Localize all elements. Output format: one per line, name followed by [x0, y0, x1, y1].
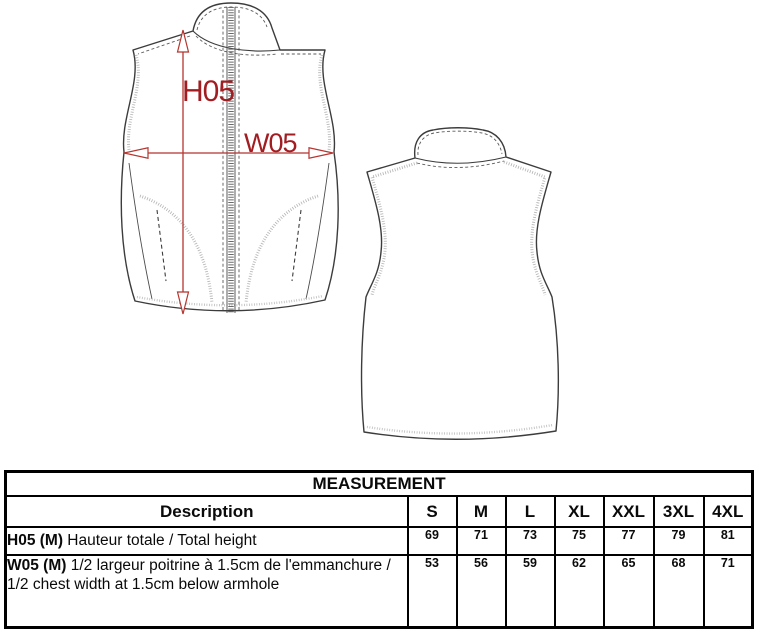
measurement-value: 79: [652, 526, 705, 556]
measurement-value: 65: [602, 554, 655, 628]
width-dimension-arrow: [123, 147, 334, 159]
measurement-value: 71: [455, 526, 507, 556]
row-description: W05 (M) 1/2 largeur poitrine à 1.5cm de …: [4, 554, 409, 628]
measure-code: H05 (M): [7, 532, 63, 550]
vest-technical-drawing: H05 W05: [120, 2, 560, 440]
measurement-value: 53: [406, 554, 458, 628]
front-armhole-stitching: [126, 54, 332, 151]
size-header-m: M: [455, 495, 507, 528]
back-collar-stitching: [416, 130, 505, 168]
measurement-value: 62: [553, 554, 605, 628]
table-row-w05: W05 (M) 1/2 largeur poitrine à 1.5cm de …: [4, 554, 754, 628]
row-description: H05 (M) Hauteur totale / Total height: [4, 526, 409, 556]
width-dimension-label: W05: [244, 128, 297, 158]
height-dimension-arrow: [176, 29, 190, 315]
back-collar-seam: [414, 156, 507, 164]
measurement-value: 77: [602, 526, 655, 556]
pocket-opening-left: [156, 209, 167, 282]
back-armhole-stitching: [370, 160, 547, 296]
measurement-value: 75: [553, 526, 605, 556]
size-header-s: S: [406, 495, 458, 528]
table-title: MEASUREMENT: [4, 470, 754, 497]
front-side-panel-seams: [128, 162, 330, 300]
measurement-table-wrap: MEASUREMENT Description S M L XL XXL 3XL…: [4, 470, 755, 629]
measurement-value: 81: [702, 526, 754, 556]
size-header-3xl: 3XL: [652, 495, 705, 528]
table-row-h05: H05 (M) Hauteur totale / Total height 69…: [4, 526, 754, 556]
front-pocket-stitching: [139, 194, 319, 304]
table-header-row: Description S M L XL XXL 3XL 4XL: [4, 495, 754, 528]
measurement-value: 69: [406, 526, 458, 556]
vest-front-view: H05 W05: [120, 2, 339, 315]
measurement-value: 71: [702, 554, 754, 628]
back-body-outline: [360, 127, 560, 440]
table-title-row: MEASUREMENT: [4, 470, 754, 497]
pocket-opening-right: [291, 209, 302, 282]
size-header-l: L: [504, 495, 556, 528]
front-zipper: [222, 7, 240, 313]
vest-back-view: [360, 127, 560, 440]
height-dimension-label: H05: [182, 75, 234, 108]
size-header-4xl: 4XL: [702, 495, 754, 528]
measure-text: 1/2 largeur poitrine à 1.5cm de l'emmanc…: [7, 557, 391, 594]
measurement-value: 59: [504, 554, 556, 628]
measurement-table: MEASUREMENT Description S M L XL XXL 3XL…: [4, 470, 755, 629]
description-header: Description: [4, 495, 409, 528]
measurement-value: 73: [504, 526, 556, 556]
measurement-value: 68: [652, 554, 705, 628]
size-header-xxl: XXL: [602, 495, 655, 528]
measure-code: W05 (M): [7, 557, 67, 574]
measure-text: Hauteur totale / Total height: [67, 532, 257, 550]
size-header-xl: XL: [553, 495, 605, 528]
front-shoulder-stitching: [137, 35, 321, 55]
measurement-value: 56: [455, 554, 507, 628]
front-body-outline: [120, 2, 339, 312]
